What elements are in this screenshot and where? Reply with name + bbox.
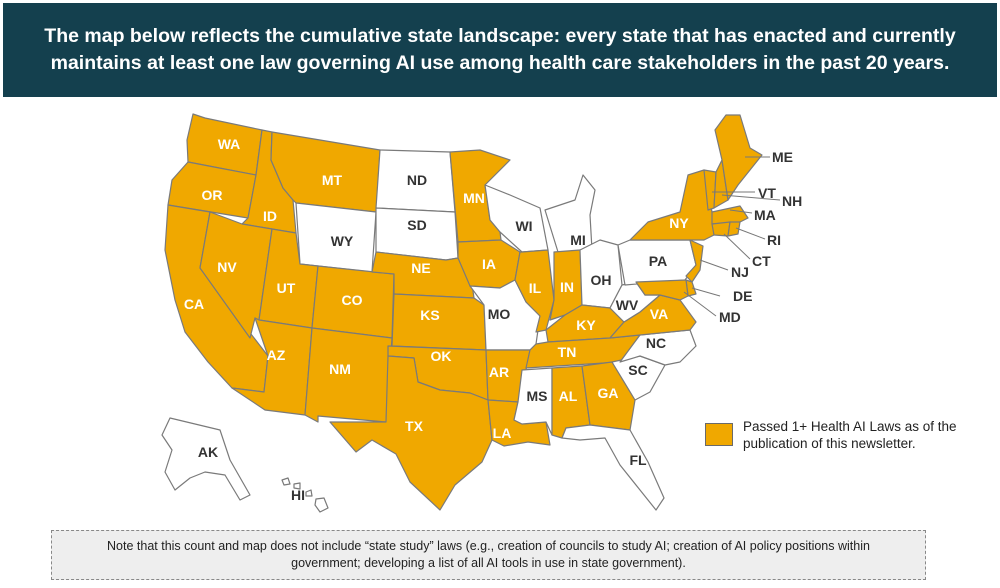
footnote-text: Note that this count and map does not in… [107, 539, 870, 570]
label-me: ME [772, 149, 793, 165]
label-id: ID [263, 208, 277, 224]
state-ak [161, 417, 251, 501]
label-la: LA [493, 425, 512, 441]
label-hi: HI [291, 487, 305, 503]
label-nh: NH [782, 193, 802, 209]
label-de: DE [733, 288, 752, 304]
label-az: AZ [267, 347, 286, 363]
label-sd: SD [407, 217, 426, 233]
label-ct: CT [752, 253, 771, 269]
header-text: The map below reflects the cumulative st… [44, 25, 956, 74]
label-sc: SC [628, 362, 647, 378]
state-tx [329, 355, 493, 511]
state-ri [727, 221, 741, 237]
label-ri: RI [767, 232, 781, 248]
label-nd: ND [407, 172, 427, 188]
footnote-box: Note that this count and map does not in… [51, 530, 926, 580]
us-map: WA OR CA ID NV MT WY UT AZ CO NM ND SD N… [161, 113, 802, 513]
label-mo: MO [488, 306, 511, 322]
label-fl: FL [629, 452, 647, 468]
label-oh: OH [591, 272, 612, 288]
legend-label: Passed 1+ Health AI Laws as of the publi… [743, 419, 957, 451]
label-ar: AR [489, 364, 509, 380]
label-mt: MT [322, 172, 343, 188]
state-labels: WA OR CA ID NV MT WY UT AZ CO NM ND SD N… [184, 136, 802, 503]
label-ks: KS [420, 307, 439, 323]
label-ky: KY [576, 317, 596, 333]
label-il: IL [529, 280, 542, 296]
label-ca: CA [184, 296, 204, 312]
label-nc: NC [646, 335, 666, 351]
label-co: CO [342, 292, 363, 308]
label-ak: AK [198, 444, 218, 460]
label-nm: NM [329, 361, 351, 377]
label-ok: OK [431, 348, 452, 364]
label-wa: WA [218, 136, 241, 152]
legend-swatch [705, 423, 733, 446]
label-wy: WY [331, 233, 354, 249]
label-ia: IA [482, 256, 496, 272]
label-al: AL [559, 388, 578, 404]
legend: Passed 1+ Health AI Laws as of the publi… [705, 418, 983, 452]
label-vt: VT [758, 185, 776, 201]
header-banner: The map below reflects the cumulative st… [3, 3, 997, 97]
label-tn: TN [558, 344, 577, 360]
label-ny: NY [669, 215, 689, 231]
label-nj: NJ [731, 264, 749, 280]
label-pa: PA [649, 253, 667, 269]
state-ct [711, 221, 731, 237]
label-in: IN [560, 279, 574, 295]
state-me [714, 114, 763, 201]
label-ma: MA [754, 207, 776, 223]
label-wi: WI [515, 218, 532, 234]
state-sd [375, 207, 459, 261]
callout-lines [683, 156, 781, 317]
label-mi: MI [570, 232, 586, 248]
label-ne: NE [411, 260, 430, 276]
state-il [514, 249, 555, 333]
label-wv: WV [616, 297, 639, 313]
state-fl [561, 424, 665, 511]
label-md: MD [719, 309, 741, 325]
label-ga: GA [598, 385, 619, 401]
label-ut: UT [277, 280, 296, 296]
label-nv: NV [217, 259, 237, 275]
label-ms: MS [527, 388, 548, 404]
label-tx: TX [405, 418, 424, 434]
label-va: VA [650, 306, 668, 322]
label-or: OR [202, 187, 223, 203]
label-mn: MN [463, 190, 485, 206]
state-ma [711, 205, 749, 225]
state-hi [281, 477, 329, 513]
state-md [635, 279, 689, 301]
